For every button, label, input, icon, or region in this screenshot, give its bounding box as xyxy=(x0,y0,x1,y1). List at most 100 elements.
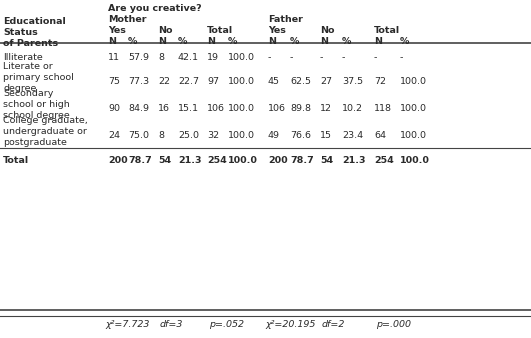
Text: 90: 90 xyxy=(108,104,120,113)
Text: -: - xyxy=(400,53,404,62)
Text: 100.0: 100.0 xyxy=(228,104,255,113)
Text: Status: Status xyxy=(3,28,38,37)
Text: of Parents: of Parents xyxy=(3,39,58,48)
Text: -: - xyxy=(374,53,378,62)
Text: 25.0: 25.0 xyxy=(178,131,199,140)
Text: No: No xyxy=(158,26,173,35)
Text: 97: 97 xyxy=(207,77,219,86)
Text: 100.0: 100.0 xyxy=(400,156,430,165)
Text: Total: Total xyxy=(3,156,29,165)
Text: 84.9: 84.9 xyxy=(128,104,149,113)
Text: 37.5: 37.5 xyxy=(342,77,363,86)
Text: Total: Total xyxy=(207,26,233,35)
Text: 42.1: 42.1 xyxy=(178,53,199,62)
Text: 15: 15 xyxy=(320,131,332,140)
Text: N: N xyxy=(374,37,382,46)
Text: -: - xyxy=(342,53,345,62)
Text: df=3: df=3 xyxy=(160,320,183,329)
Text: p=.000: p=.000 xyxy=(376,320,411,329)
Text: 16: 16 xyxy=(158,104,170,113)
Text: 100.0: 100.0 xyxy=(400,77,427,86)
Text: 21.3: 21.3 xyxy=(178,156,201,165)
Text: N: N xyxy=(158,37,166,46)
Text: 57.9: 57.9 xyxy=(128,53,149,62)
Text: 100.0: 100.0 xyxy=(228,131,255,140)
Text: 100.0: 100.0 xyxy=(400,104,427,113)
Text: df=2: df=2 xyxy=(322,320,345,329)
Text: 62.5: 62.5 xyxy=(290,77,311,86)
Text: -: - xyxy=(268,53,271,62)
Text: postgraduate: postgraduate xyxy=(3,138,67,147)
Text: 100.0: 100.0 xyxy=(400,131,427,140)
Text: 254: 254 xyxy=(374,156,394,165)
Text: 100.0: 100.0 xyxy=(228,77,255,86)
Text: 118: 118 xyxy=(374,104,392,113)
Text: 100.0: 100.0 xyxy=(228,53,255,62)
Text: 106: 106 xyxy=(268,104,286,113)
Text: Educational: Educational xyxy=(3,17,66,26)
Text: 75: 75 xyxy=(108,77,120,86)
Text: %: % xyxy=(290,37,299,46)
Text: -: - xyxy=(290,53,293,62)
Text: 100.0: 100.0 xyxy=(228,156,258,165)
Text: 24: 24 xyxy=(108,131,120,140)
Text: undergraduate or: undergraduate or xyxy=(3,127,87,136)
Text: 54: 54 xyxy=(158,156,171,165)
Text: Father: Father xyxy=(268,15,303,24)
Text: %: % xyxy=(178,37,187,46)
Text: 11: 11 xyxy=(108,53,120,62)
Text: Mother: Mother xyxy=(108,15,147,24)
Text: 64: 64 xyxy=(374,131,386,140)
Text: 76.6: 76.6 xyxy=(290,131,311,140)
Text: 54: 54 xyxy=(320,156,333,165)
Text: degree: degree xyxy=(3,84,37,93)
Text: %: % xyxy=(228,37,237,46)
Text: Yes: Yes xyxy=(268,26,286,35)
Text: p=.052: p=.052 xyxy=(209,320,244,329)
Text: 10.2: 10.2 xyxy=(342,104,363,113)
Text: %: % xyxy=(342,37,352,46)
Text: 32: 32 xyxy=(207,131,219,140)
Text: 89.8: 89.8 xyxy=(290,104,311,113)
Text: No: No xyxy=(320,26,335,35)
Text: N: N xyxy=(320,37,328,46)
Text: 72: 72 xyxy=(374,77,386,86)
Text: -: - xyxy=(320,53,323,62)
Text: χ²=20.195: χ²=20.195 xyxy=(265,320,315,329)
Text: 8: 8 xyxy=(158,53,164,62)
Text: 27: 27 xyxy=(320,77,332,86)
Text: 21.3: 21.3 xyxy=(342,156,365,165)
Text: 23.4: 23.4 xyxy=(342,131,363,140)
Text: Illiterate: Illiterate xyxy=(3,53,43,62)
Text: Literate or: Literate or xyxy=(3,62,53,71)
Text: primary school: primary school xyxy=(3,73,74,82)
Text: 19: 19 xyxy=(207,53,219,62)
Text: 78.7: 78.7 xyxy=(128,156,152,165)
Text: 106: 106 xyxy=(207,104,225,113)
Text: school degree: school degree xyxy=(3,111,70,120)
Text: 200: 200 xyxy=(108,156,127,165)
Text: 75.0: 75.0 xyxy=(128,131,149,140)
Text: 77.3: 77.3 xyxy=(128,77,149,86)
Text: 49: 49 xyxy=(268,131,280,140)
Text: school or high: school or high xyxy=(3,100,70,109)
Text: Total: Total xyxy=(374,26,400,35)
Text: Secondary: Secondary xyxy=(3,89,54,98)
Text: College graduate,: College graduate, xyxy=(3,116,88,125)
Text: 78.7: 78.7 xyxy=(290,156,314,165)
Text: χ²=7.723: χ²=7.723 xyxy=(105,320,149,329)
Text: N: N xyxy=(108,37,116,46)
Text: 22.7: 22.7 xyxy=(178,77,199,86)
Text: 12: 12 xyxy=(320,104,332,113)
Text: 15.1: 15.1 xyxy=(178,104,199,113)
Text: Are you creative?: Are you creative? xyxy=(108,4,202,13)
Text: %: % xyxy=(128,37,138,46)
Text: N: N xyxy=(268,37,276,46)
Text: 45: 45 xyxy=(268,77,280,86)
Text: 8: 8 xyxy=(158,131,164,140)
Text: Yes: Yes xyxy=(108,26,126,35)
Text: %: % xyxy=(400,37,409,46)
Text: N: N xyxy=(207,37,215,46)
Text: 22: 22 xyxy=(158,77,170,86)
Text: 254: 254 xyxy=(207,156,227,165)
